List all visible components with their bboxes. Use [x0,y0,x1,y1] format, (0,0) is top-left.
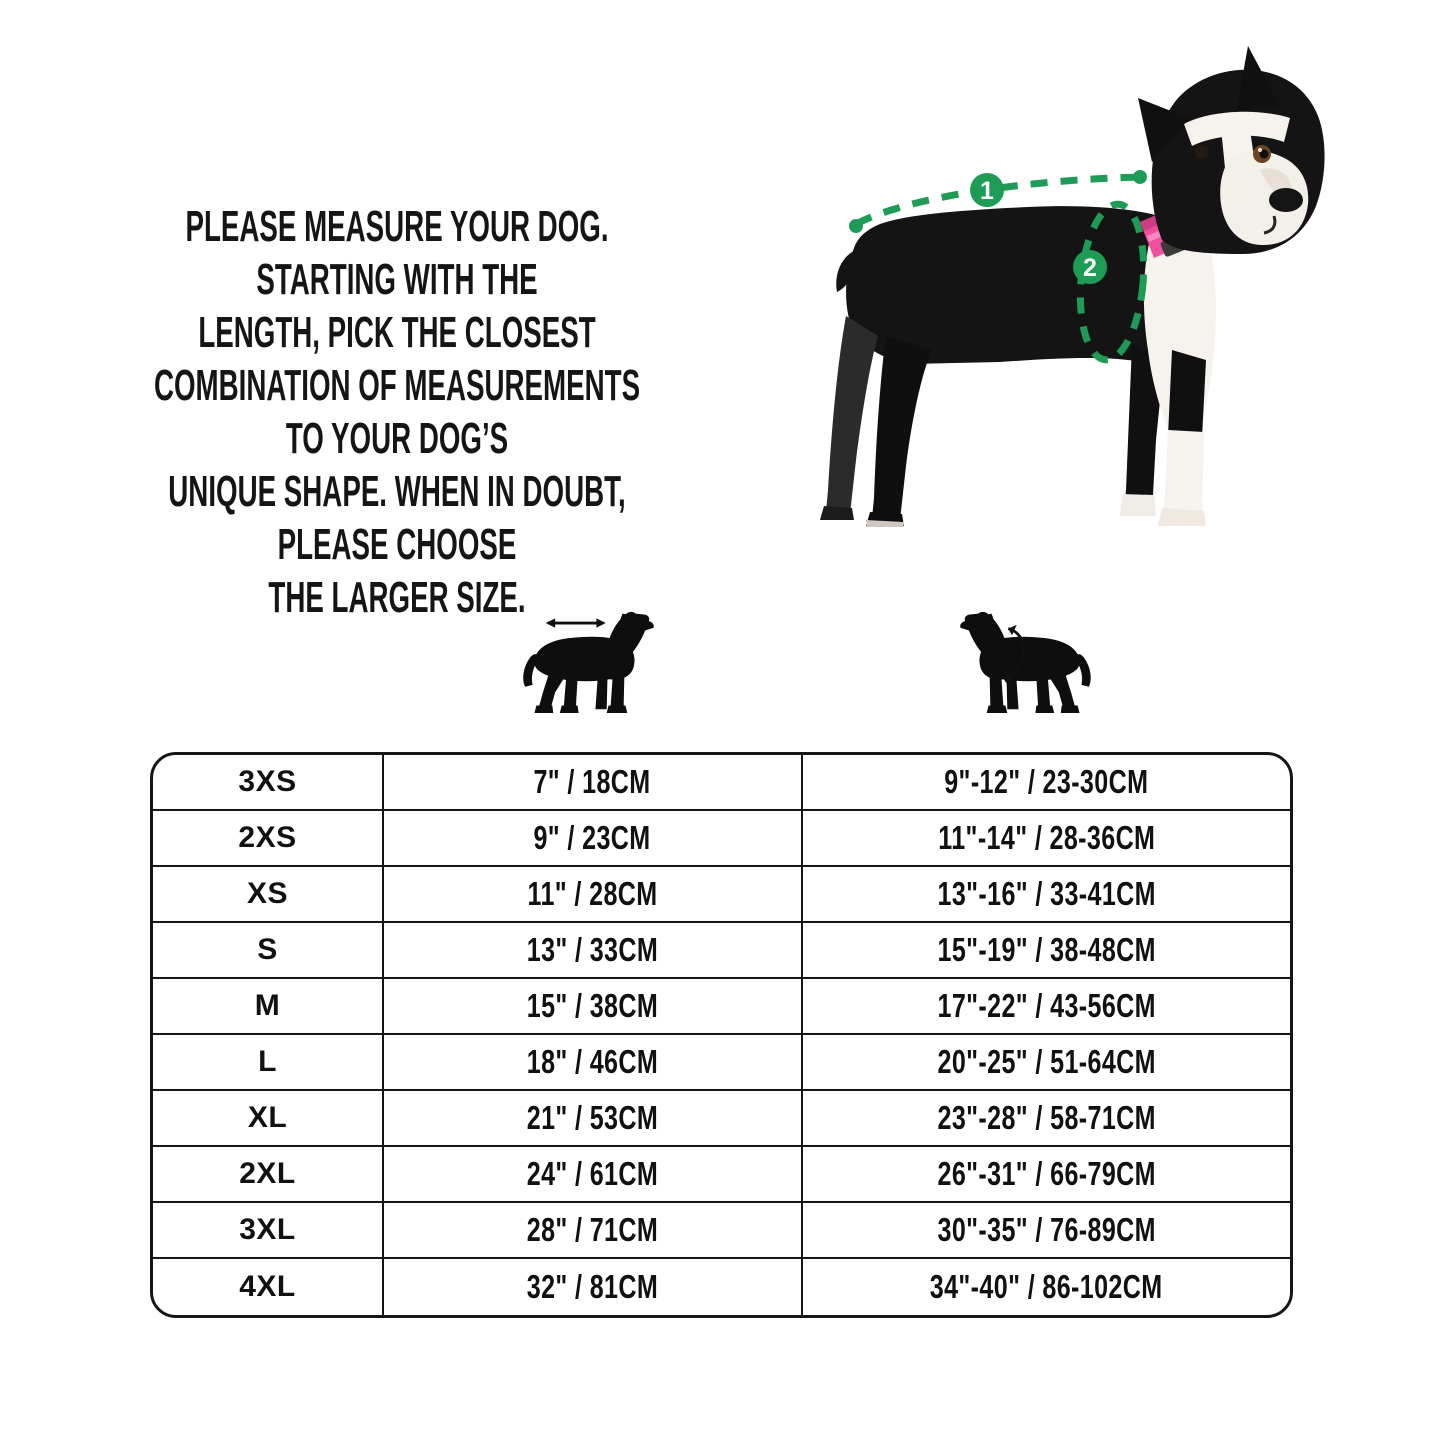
size-cell: 4XL [153,1259,384,1315]
size-cell: S [153,923,384,979]
size-cell: M [153,979,384,1035]
dog-girth-arrow-icon [960,611,1091,714]
dog-length-arrow-icon [523,611,654,714]
girth-cell: 13"-16" / 33-41CM [803,867,1290,923]
size-cell: 2XS [153,811,384,867]
badge-1-circle [970,173,1004,207]
length-cell: 24" / 61CM [384,1147,803,1203]
girth-arrow [1003,624,1026,687]
intro-text: PLEASE MEASURE YOUR DOG. STARTING WITH T… [153,202,641,622]
dog-illustration [820,46,1325,527]
size-cell: 3XL [153,1203,384,1259]
length-cell: 9" / 23CM [384,811,803,867]
girth-cell: 17"-22" / 43-56CM [803,979,1290,1035]
length-cell: 32" / 81CM [384,1259,803,1315]
girth-cell: 20"-25" / 51-64CM [803,1035,1290,1091]
length-cell: 15" / 38CM [384,979,803,1035]
girth-cell: 23"-28" / 58-71CM [803,1091,1290,1147]
dog-body [846,206,1207,369]
length-arrow [545,618,606,628]
girth-cell: 34"-40" / 86-102CM [930,1268,1163,1305]
girth-cell: 15"-19" / 38-48CM [803,923,1290,979]
length-cell: 28" / 71CM [384,1203,803,1259]
length-cell: 21" / 53CM [384,1091,803,1147]
measure-ellipse-girth: 2 [1073,200,1148,364]
length-cell: 7" / 18CM [384,755,803,811]
size-cell: 3XS [153,755,384,811]
length-cell: 18" / 46CM [384,1035,803,1091]
size-table: 3XS 7" / 18CM 9"-12" / 23-30CM 2XS 9" / … [150,752,1293,1318]
size-cell: XL [153,1091,384,1147]
length-cell: 13" / 33CM [384,923,803,979]
girth-cell: 11"-14" / 28-36CM [803,811,1290,867]
dog-nose [1269,188,1303,212]
badge-2-number: 2 [1083,254,1097,282]
dog-head [1138,46,1325,254]
girth-cell: 30"-35" / 76-89CM [803,1203,1290,1259]
dog-photo: 1 2 [820,46,1325,527]
girth-cell: 9"-12" / 23-30CM [803,755,1290,811]
size-cell: XS [153,867,384,923]
length-cell: 11" / 28CM [384,867,803,923]
badge-1-number: 1 [980,177,994,205]
size-cell: L [153,1035,384,1091]
measure-line-length: 1 [849,170,1147,233]
girth-cell: 26"-31" / 66-79CM [803,1147,1290,1203]
size-cell: 2XL [153,1147,384,1203]
badge-2-circle [1073,250,1107,284]
